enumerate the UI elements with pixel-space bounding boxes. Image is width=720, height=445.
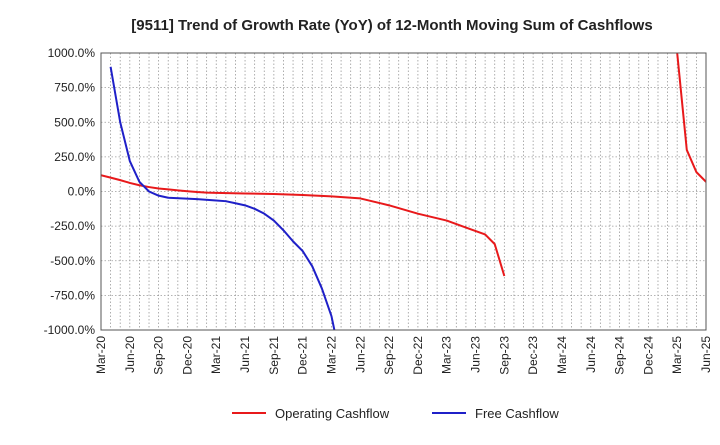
axes: 1000.0% 750.0% 500.0% 250.0% 0.0% -250.0% -500… — [44, 46, 713, 375]
x-tick-label: Mar-22 — [324, 336, 338, 374]
x-tick-label: Dec-22 — [411, 336, 425, 375]
y-tick-label: 500.0% — [54, 115, 95, 129]
y-tick-label: 0.0% — [68, 185, 96, 199]
legend: Operating Cashflow Free Cashflow — [232, 406, 559, 421]
y-tick-label: -1000.0% — [44, 323, 96, 337]
legend-label: Free Cashflow — [475, 406, 559, 421]
series-line-operating-cashflow — [101, 53, 706, 277]
plot-frame — [100, 52, 707, 331]
x-tick-label: Mar-25 — [670, 336, 684, 374]
x-tick-label: Jun-25 — [699, 336, 713, 373]
x-tick-label: Mar-20 — [94, 336, 108, 374]
legend-label: Operating Cashflow — [275, 406, 390, 421]
x-tick-label: Dec-23 — [526, 336, 540, 375]
chart-title: [9511] Trend of Growth Rate (YoY) of 12-… — [131, 17, 652, 34]
y-tick-label: 1000.0% — [48, 46, 96, 60]
x-tick-label: Mar-24 — [555, 336, 569, 374]
x-tick-label: Sep-22 — [382, 336, 396, 375]
x-tick-label: Jun-20 — [123, 336, 137, 373]
y-tick-label: -250.0% — [50, 219, 95, 233]
x-tick-label: Jun-24 — [584, 336, 598, 373]
series-line-free-cashflow — [109, 66, 336, 330]
x-tick-label: Dec-21 — [296, 336, 310, 375]
y-tick-label: -500.0% — [50, 254, 95, 268]
x-tick-label: Sep-21 — [267, 336, 281, 375]
series-lines — [101, 53, 706, 330]
x-tick-label: Jun-23 — [469, 336, 483, 373]
x-tick-label: Sep-20 — [152, 336, 166, 375]
x-tick-label: Mar-23 — [440, 336, 454, 374]
y-tick-label: 750.0% — [54, 81, 95, 95]
x-tick-label: Dec-24 — [641, 336, 655, 375]
x-tick-label: Dec-20 — [180, 336, 194, 375]
x-tick-label: Jun-22 — [353, 336, 367, 373]
y-tick-label: 250.0% — [54, 150, 95, 164]
x-tick-label: Sep-23 — [497, 336, 511, 375]
x-tick-label: Mar-21 — [209, 336, 223, 374]
x-tick-label: Jun-21 — [238, 336, 252, 373]
x-tick-label: Sep-24 — [613, 336, 627, 375]
y-tick-label: -750.0% — [50, 288, 95, 302]
